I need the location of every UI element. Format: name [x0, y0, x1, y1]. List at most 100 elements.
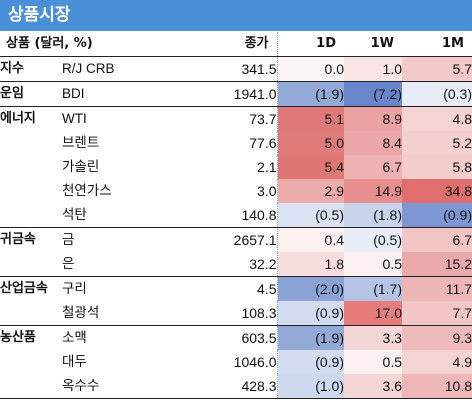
closing-price: 3.0	[197, 179, 278, 203]
change-1d: (2.0)	[277, 276, 344, 301]
table-row: 지수 R/J CRB 341.5 0.0 1.0 5.7	[0, 56, 472, 82]
category-cell: 귀금속	[0, 227, 62, 252]
change-1d: (0.5)	[277, 203, 344, 228]
change-1d: 5.0	[277, 131, 344, 155]
commodity-name: 가솔린	[62, 159, 100, 174]
header-category: 상품 (달러, %)	[0, 32, 197, 57]
change-1m: 6.7	[402, 227, 472, 252]
category-cell	[0, 374, 62, 399]
category-cell: 에너지	[0, 106, 62, 131]
closing-price: 428.3	[197, 374, 278, 399]
closing-price: 73.7	[197, 106, 278, 131]
table-row: 농산품 소맥 603.5 (1.9) 3.3 9.3	[0, 325, 472, 350]
category-cell	[0, 252, 62, 277]
commodity-name: 대두	[62, 354, 87, 369]
closing-price: 32.2	[197, 252, 278, 277]
change-1m: 5.7	[402, 56, 472, 82]
change-1w: (0.5)	[344, 227, 402, 252]
category-cell	[0, 350, 62, 374]
header-1w: 1W	[344, 32, 402, 57]
table-body: 지수 R/J CRB 341.5 0.0 1.0 5.7 운임 BDI 1941.0 (1.9)(…	[0, 56, 472, 399]
change-1d: 5.4	[277, 155, 344, 179]
closing-price: 341.5	[197, 56, 278, 82]
category-cell	[0, 301, 62, 326]
commodity-name: 구리	[62, 276, 197, 301]
category-cell	[0, 131, 62, 155]
change-1m: 9.3	[402, 325, 472, 350]
category-cell	[0, 155, 62, 179]
table-row: 브렌트 77.6 5.0 8.4 5.2	[0, 131, 472, 155]
commodity-name: 옥수수	[62, 374, 197, 399]
commodity-name: BDI	[62, 81, 197, 107]
change-1d: (1.9)	[277, 325, 344, 350]
change-1w: 0.5	[344, 252, 402, 277]
header-1m: 1M	[402, 32, 472, 57]
table-row: 옥수수 428.3 (1.0) 3.6 10.8	[0, 374, 472, 399]
change-1w: 14.9	[344, 179, 402, 203]
commodity-name: 철광석	[62, 305, 100, 320]
table-row: 석탄 140.8 (0.5) (1.8) (0.9)	[0, 203, 472, 228]
change-1w: (1.7)	[344, 276, 402, 301]
category-cell: 운임	[0, 81, 62, 107]
closing-price: 1941.0	[197, 81, 278, 107]
table-row: 산업금속 구리 4.5 (2.0) (1.7) 11.7	[0, 276, 472, 301]
table-row: 은 32.2 1.8 0.5 15.2	[0, 252, 472, 277]
closing-price: 1046.0	[197, 350, 278, 374]
category-cell: 지수	[0, 56, 62, 82]
change-1m: (0.3)	[402, 81, 472, 107]
change-1d: 5.1	[277, 106, 344, 131]
table-row: 천연가스 3.0 2.9 14.9 34.8	[0, 179, 472, 203]
commodity-name: 브렌트	[62, 135, 100, 150]
header-price: 종가	[197, 32, 278, 57]
table-row: 대두 1046.0 (0.9) 0.5 4.9	[0, 350, 472, 374]
change-1m: 4.9	[402, 350, 472, 374]
header-1d: 1D	[277, 32, 344, 57]
change-1w: 1.0	[344, 56, 402, 82]
change-1m: 5.2	[402, 131, 472, 155]
table-row: 철광석 108.3 (0.9) 17.0 7.7	[0, 301, 472, 326]
commodity-table: 상품 (달러, %) 종가 1D 1W 1M 지수 R/J CRB 341.5 0.0…	[0, 32, 472, 399]
change-1w: 17.0	[344, 301, 402, 326]
closing-price: 603.5	[197, 325, 278, 350]
change-1m: 5.8	[402, 155, 472, 179]
change-1w: (1.8)	[344, 203, 402, 228]
category-cell	[0, 179, 62, 203]
change-1w: 6.7	[344, 155, 402, 179]
closing-price: 140.8	[197, 203, 278, 228]
commodity-name: 은	[62, 256, 75, 271]
table-header-row: 상품 (달러, %) 종가 1D 1W 1M	[0, 32, 472, 57]
change-1m: 34.8	[402, 179, 472, 203]
category-cell: 산업금속	[0, 276, 62, 301]
closing-price: 4.5	[197, 276, 278, 301]
closing-price: 2657.1	[197, 227, 278, 252]
category-cell	[0, 203, 62, 228]
change-1m: 10.8	[402, 374, 472, 399]
change-1m: (0.9)	[402, 203, 472, 228]
table-row: 운임 BDI 1941.0 (1.9) (7.2) (0.3)	[0, 81, 472, 107]
change-1d: (1.9)	[277, 81, 344, 107]
commodity-name: R/J CRB	[62, 56, 197, 82]
change-1w: 3.3	[344, 325, 402, 350]
change-1d: 1.8	[277, 252, 344, 277]
commodity-name: 석탄	[62, 207, 87, 222]
closing-price: 108.3	[197, 301, 278, 326]
panel-title: 상품시장	[0, 0, 472, 31]
change-1m: 7.7	[402, 301, 472, 326]
table-row: 귀금속 금 2657.1 0.4 (0.5) 6.7	[0, 227, 472, 252]
change-1d: (0.9)	[277, 350, 344, 374]
commodity-name: 금	[62, 227, 197, 252]
change-1m: 11.7	[402, 276, 472, 301]
closing-price: 77.6	[197, 131, 278, 155]
change-1w: 3.6	[344, 374, 402, 399]
closing-price: 2.1	[197, 155, 278, 179]
commodity-name: 소맥	[62, 325, 197, 350]
change-1m: 4.8	[402, 106, 472, 131]
table-row: 에너지 WTI 73.7 5.1 8.9 4.8	[0, 106, 472, 131]
commodity-name: 천연가스	[62, 183, 112, 198]
change-1d: 0.0	[277, 56, 344, 82]
table-row: 가솔린 2.1 5.4 6.7 5.8	[0, 155, 472, 179]
change-1w: 8.4	[344, 131, 402, 155]
change-1d: (1.0)	[277, 374, 344, 399]
change-1d: 0.4	[277, 227, 344, 252]
change-1m: 15.2	[402, 252, 472, 277]
